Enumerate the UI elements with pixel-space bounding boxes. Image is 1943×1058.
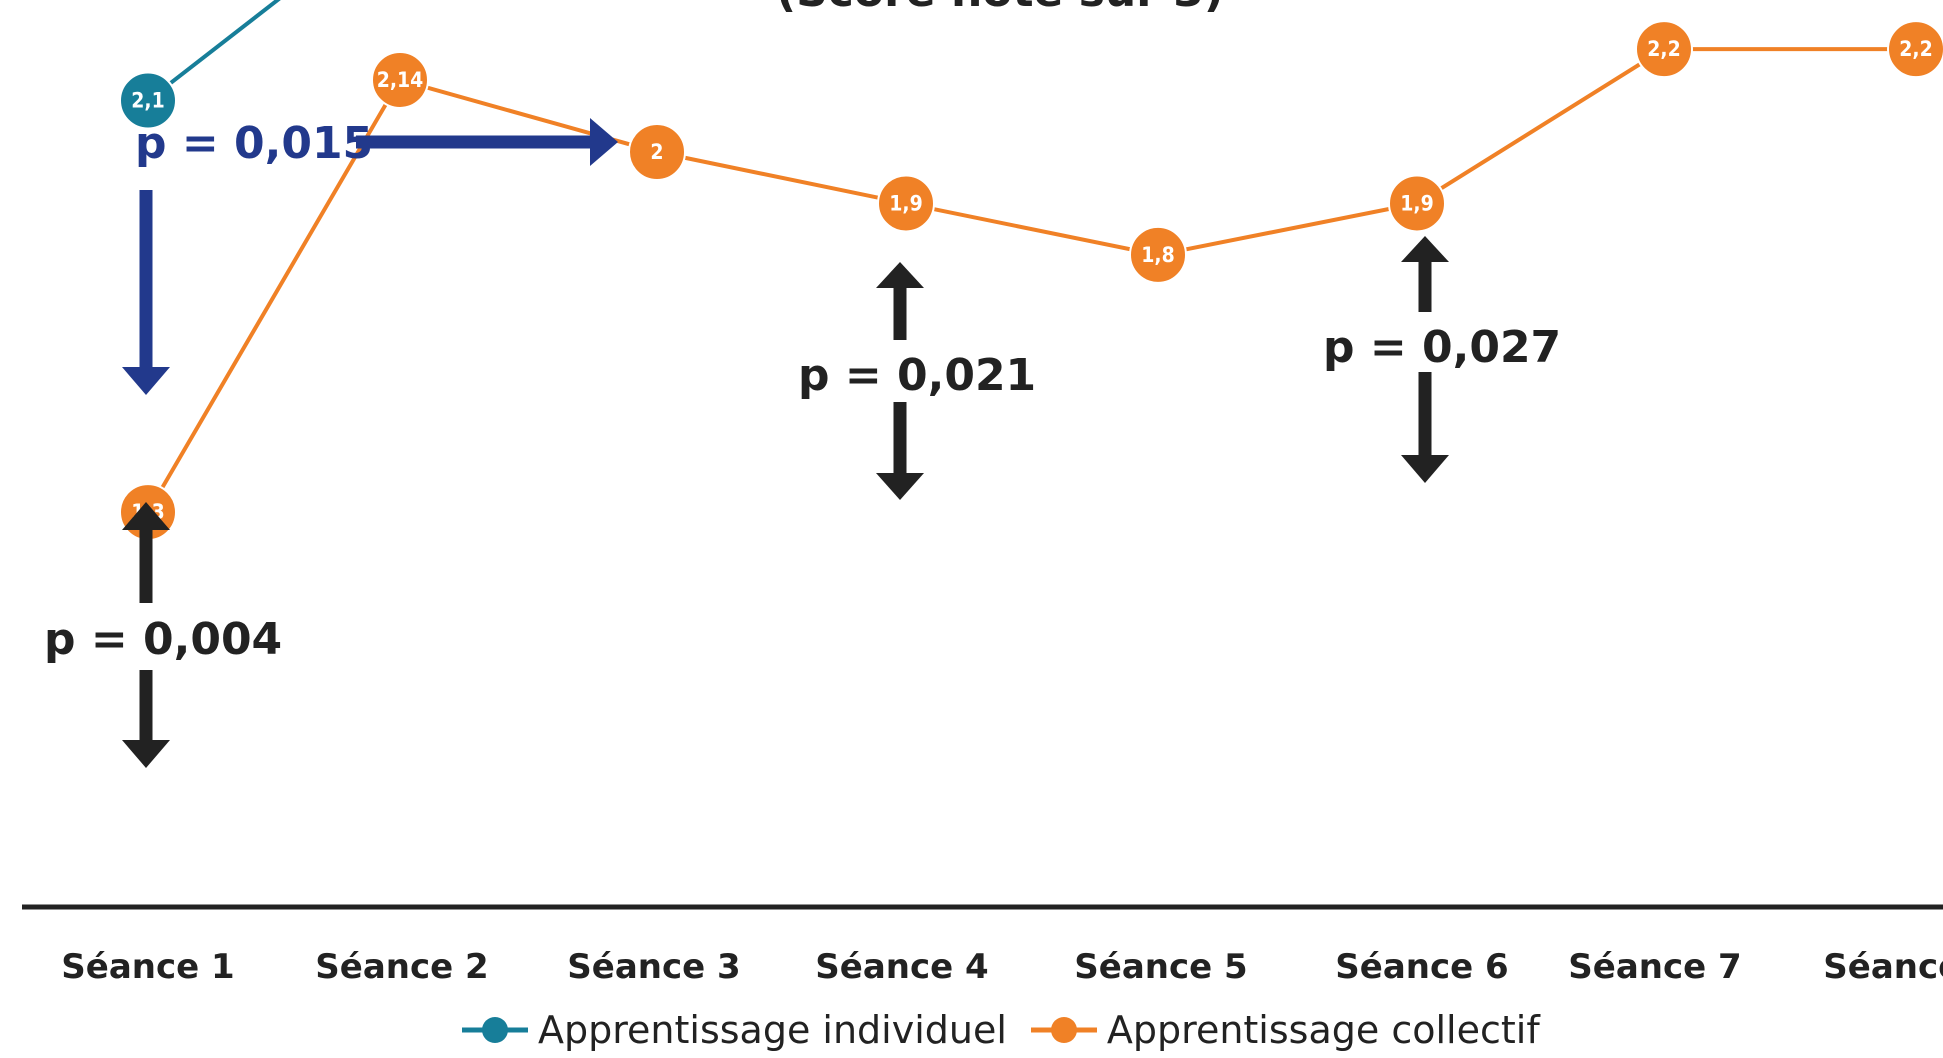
x-tick-label: Séance 7 [1568,947,1741,987]
arrow-right-head [590,118,618,166]
p-value-label: p = 0,021 [798,350,1036,401]
arrow-down-head [876,473,924,500]
legend-item-collectif: Apprentissage collectif [1029,1005,1540,1055]
data-label: 1,8 [1141,243,1174,267]
arrow-up-head [1401,236,1449,262]
data-point [371,50,429,109]
data-label: 2,2 [1647,37,1680,61]
data-label: 1,9 [889,191,922,215]
arrow-down-head [122,740,170,768]
arrow-up-head [876,262,924,288]
data-point [1887,20,1943,79]
data-point [119,71,177,130]
legend: Apprentissage individuel Apprentissage c… [460,1005,1540,1055]
legend-marker-collectif [1030,1017,1097,1043]
data-label: 2,1 [131,89,164,113]
data-point [1635,20,1693,79]
data-label: 1,9 [1400,191,1433,215]
data-label: 2 [650,140,663,164]
legend-label: Apprentissage individuel [538,1008,1007,1052]
p-value-label: p = 0,004 [44,614,282,665]
data-point [877,174,935,233]
x-tick-label: Séance 4 [815,947,988,987]
data-label: 2,2 [1899,37,1932,61]
x-tick-labels: Séance 1 Séance 2 Séance 3 Séance 4 Séan… [61,947,1943,987]
legend-item-individuel: Apprentissage individuel [460,1005,1007,1055]
x-tick-label: Séance 5 [1074,947,1247,987]
p-value-label: p = 0,015 [135,118,373,169]
arrow-down-head [122,367,170,395]
series-line [146,47,1916,514]
chart-title: (Score noté sur 3) [776,0,1224,17]
p-value-label: p = 0,027 [1323,322,1561,373]
legend-label: Apprentissage collectif [1106,1008,1540,1052]
p-value-annotation-seance-6: p = 0,027 [1323,236,1561,483]
x-tick-label: Séance 8 [1823,947,1943,987]
legend-marker-individuel [462,1017,528,1043]
x-tick-label: Séance 3 [567,947,740,987]
p-value-annotation-seance-1: p = 0,004 [44,502,282,768]
p-value-annotation-blue: p = 0,015 [122,118,618,395]
x-tick-label: Séance 2 [315,947,488,987]
series-layer: 2,12,482,732,592,632,642,382,471,32,1421… [119,0,1943,542]
data-point [1388,174,1446,233]
series-individuel: 2,12,482,732,592,632,642,382,47 [119,0,281,130]
x-tick-label: Séance 6 [1335,947,1508,987]
data-point [628,123,686,181]
p-value-annotation-seance-4: p = 0,021 [798,262,1036,500]
data-label: 2,14 [377,68,424,92]
data-point [1129,225,1187,284]
arrow-down-head [1401,455,1449,483]
x-tick-label: Séance 1 [61,947,234,987]
arrow-up-head [122,502,170,530]
